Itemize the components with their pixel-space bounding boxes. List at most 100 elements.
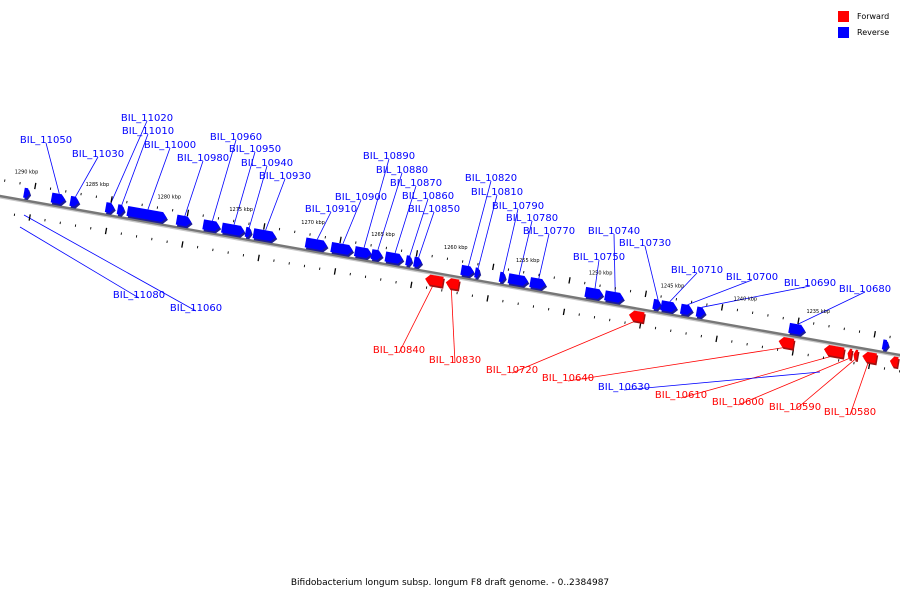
gene-bil-10810-label: BIL_10810	[471, 187, 523, 198]
gene-bil-10700	[679, 303, 693, 315]
ruler-label: 1235 kbp	[806, 309, 830, 315]
gene-unlabeled-right-edge	[881, 339, 889, 350]
tick-mark-upper	[644, 290, 648, 298]
ruler-label: 1260 kbp	[444, 245, 468, 251]
gene-bil-10850-label: BIL_10850	[408, 204, 460, 215]
forward-swatch	[838, 10, 849, 22]
figure-caption: Bifidobacterium longum subsp. longum F8 …	[290, 578, 610, 588]
gene-bil-10830-callout	[450, 288, 456, 364]
gene-bil-10680-label: BIL_10680	[839, 284, 891, 295]
ruler-label: 1275 kbp	[229, 207, 253, 213]
gene-unlabeled-red-edge	[889, 356, 899, 368]
gene-bil-10640-callout	[567, 347, 786, 382]
gene-bil-10710	[660, 300, 677, 313]
gene-bil-10930-callout	[265, 178, 286, 231]
gene-bil-10740	[604, 290, 624, 303]
gene-bil-11010-callout	[121, 133, 149, 205]
tick-mark-lower	[333, 268, 337, 275]
tick-mark-lower	[28, 214, 31, 221]
bil-11080-label: BIL_11080	[113, 290, 165, 301]
gene-bil-10820	[460, 264, 474, 277]
tick-mark-upper	[491, 263, 495, 271]
gene-bil-10640	[778, 337, 795, 349]
gene-bil-10960-label: BIL_10960	[210, 132, 262, 143]
gene-bil-10790-callout	[503, 208, 519, 273]
gene-bil-10780-label: BIL_10780	[506, 213, 558, 224]
gene-bil-10980	[175, 214, 192, 227]
gene-bil-10930-label: BIL_10930	[259, 171, 311, 182]
gene-bil-10600	[847, 348, 853, 359]
gene-bil-10960	[202, 219, 220, 232]
gene-bil-10580	[862, 351, 877, 364]
gene-bil-11050-label: BIL_11050	[20, 135, 72, 146]
gene-bil-10720-callout	[511, 320, 636, 374]
gene-bil-10780-callout	[518, 220, 533, 276]
gene-bil-10790-label: BIL_10790	[492, 201, 544, 212]
gene-bil-10730-label: BIL_10730	[619, 238, 671, 249]
gene-bil-10730-callout	[644, 245, 659, 300]
gene-bil-10700-callout	[687, 279, 753, 306]
gene-bil-10900	[330, 241, 353, 255]
gene-bil-10810-callout	[477, 194, 498, 268]
gene-bil-10790	[498, 271, 506, 283]
gene-bil-10830-label: BIL_10830	[429, 355, 481, 366]
gene-bil-10700-label: BIL_10700	[726, 272, 778, 283]
gene-bil-10960-callout	[212, 139, 237, 221]
genome-backbone	[0, 194, 900, 358]
tick-mark-upper	[568, 277, 571, 284]
gene-bil-10840-label: BIL_10840	[373, 345, 425, 356]
tick-mark-upper	[263, 223, 266, 230]
tick-mark-lower	[410, 281, 413, 289]
legend-forward: Forward	[838, 9, 900, 23]
gene-bil-11000-label: BIL_11000	[144, 140, 196, 151]
tick-mark-lower	[104, 227, 108, 235]
legend: Forward Reverse	[838, 9, 900, 41]
gene-bil-10710-callout	[669, 272, 698, 302]
tick-mark-upper	[873, 331, 876, 338]
gene-bil-10930	[252, 228, 277, 242]
gene-bil-10690-callout	[701, 285, 811, 308]
gene-bil-11010-label: BIL_11010	[122, 126, 174, 137]
gene-bil-10870-label: BIL_10870	[390, 178, 442, 189]
gene-bil-11030	[69, 195, 80, 207]
gene-bil-11000-callout	[147, 147, 171, 210]
gene-bil-10950	[221, 222, 245, 236]
gene-bil-10580-callout	[849, 361, 869, 416]
gene-bil-10710-label: BIL_10710	[671, 265, 723, 276]
gene-labels: 1290 kbp 1285 kbp 1280 kbp 1275 kbp 1270 kbp…	[15, 113, 891, 418]
ruler-label: 1255 kbp	[516, 258, 540, 264]
gene-unlabeled	[23, 187, 30, 199]
gene-bil-10860	[405, 255, 412, 266]
gene-bil-11010	[116, 204, 125, 215]
gene-bil-10980-label: BIL_10980	[177, 153, 229, 164]
tick-mark-upper	[339, 236, 342, 244]
gene-bil-10770-callout	[538, 233, 550, 279]
gene-bil-10820-callout	[468, 180, 492, 267]
gene-bil-11030-callout	[75, 156, 99, 197]
gene-bil-10580-label: BIL_10580	[824, 407, 876, 418]
gene-bil-10740-label: BIL_10740	[588, 226, 640, 237]
gene-bil-10910	[304, 237, 328, 251]
gene-bil-11020-callout	[110, 120, 148, 204]
callout-lines	[19, 120, 869, 416]
tick-mark-upper	[415, 250, 419, 257]
gene-bil-11000	[126, 205, 167, 222]
gene-bil-10910-label: BIL_10910	[305, 204, 357, 215]
gene-bil-10810	[474, 267, 480, 278]
tick-mark-lower	[715, 335, 718, 343]
gene-bil-10840	[425, 274, 444, 287]
gene-bil-10740-callout	[613, 233, 616, 292]
gene-bil-10610-callout	[680, 355, 834, 399]
gene-bil-10770-label: BIL_10770	[523, 226, 575, 237]
gene-bil-10940-callout	[248, 165, 268, 228]
gene-bil-10610	[823, 345, 845, 358]
gene-bil-10900-callout	[342, 199, 362, 245]
tick-mark-lower	[486, 295, 489, 302]
gene-bil-10880-label: BIL_10880	[376, 165, 428, 176]
bil-11060-label: BIL_11060	[170, 303, 222, 314]
gene-bil-10860-label: BIL_10860	[402, 191, 454, 202]
tick-mark-lower	[257, 254, 260, 262]
gene-bil-10750-label: BIL_10750	[573, 252, 625, 263]
gene-bil-11050-callout	[45, 142, 60, 194]
